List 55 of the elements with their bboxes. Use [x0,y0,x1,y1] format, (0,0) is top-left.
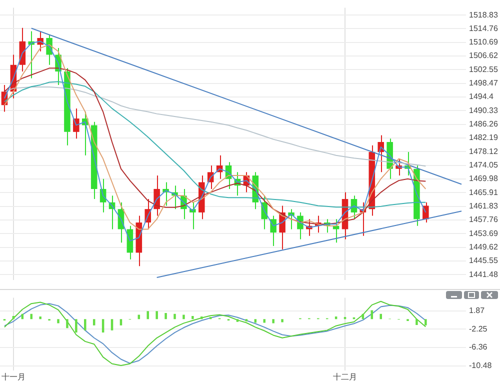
bar [281,319,284,322]
y-tick-label: -10.48 [469,361,492,370]
candlestick [270,215,276,246]
y-tick-label: 1478.12 [469,146,498,156]
candlestick [73,108,80,140]
bar [66,319,68,328]
bar [110,319,114,330]
y-tick-label: 1449.62 [469,242,498,252]
bar [236,319,239,322]
bar [102,319,104,333]
y-tick-label: -2.25 [469,324,488,334]
y-tick-label: 1474.05 [469,160,498,170]
bar [200,316,203,320]
bar [192,316,194,320]
y-tick-label: 1461.83 [469,202,498,210]
y-tick-label: 1510.69 [469,38,498,47]
bar [146,311,149,320]
bar [84,319,86,330]
y-tick-label: 1453.69 [469,228,498,238]
bar [182,314,185,320]
x-tick-label: 十二月 [333,372,358,382]
x-tick-label: 十一月 [1,372,26,382]
bar [138,314,140,320]
y-tick-label: 1465.91 [469,188,498,197]
bar [174,314,176,320]
y-tick-label: 1.87 [469,306,486,316]
y-tick-label: 1441.48 [469,270,498,279]
y-tick-label: 1445.55 [469,256,498,266]
bar [92,319,96,326]
bar [263,319,266,323]
candlestick [154,175,160,216]
y-tick-label: 1502.55 [469,64,498,74]
bar [156,311,158,320]
bar [416,319,418,325]
bar [424,319,427,326]
y-tick-label: 1457.76 [469,215,498,224]
bar [39,316,42,320]
y-tick-label: -6.36 [469,342,488,352]
y-tick-label: 1482.19 [469,133,498,142]
y-tick-label: 1469.98 [469,174,498,184]
bar [75,319,78,333]
y-tick-label: 1514.76 [469,24,498,33]
y-tick-label: 1498.47 [469,78,498,88]
y-tick-label: 1506.62 [469,51,498,60]
y-tick-label: 1518.83 [469,10,498,20]
bar [272,319,274,324]
bar [120,319,122,326]
bar [57,319,60,324]
y-tick-label: 1494.4 [469,92,494,102]
y-tick-label: 1490.33 [469,106,498,115]
candlestick [422,202,429,223]
bar [380,314,382,320]
bar [164,312,167,320]
y-tick-label: 1486.26 [469,120,498,129]
bar [30,314,32,320]
